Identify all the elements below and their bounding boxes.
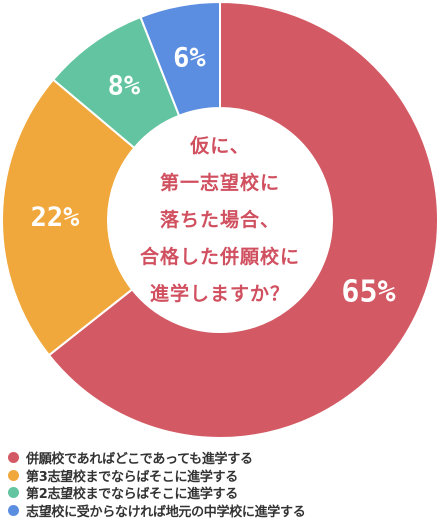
slice-value-label-3: 8% [108,70,141,101]
slice-value-label-1: 65% [341,274,395,309]
question-line-1: 仮に、 [190,134,250,157]
legend-label-3: 第2志望校までならばそこに進学する [26,487,238,503]
legend-item-3: 第2志望校までならばそこに進学する [8,484,438,502]
donut-slice-4 [139,0,221,118]
slice-value-label-2: 22% [31,202,81,233]
legend-dot-1 [8,452,19,464]
chart-legend: 併願校であればどこであっても進学する 第3志望校までならばそこに進学する 第2志… [8,449,438,520]
legend-label-4: 志望校に受からなければ地元の中学校に進学する [26,504,306,520]
legend-item-2: 第3志望校までならばそこに進学する [8,467,438,485]
donut-slice-1 [47,0,439,439]
question-line-5: 進学しますか？ [149,282,290,305]
question-line-4: 合格した併願校に [139,245,300,268]
legend-dot-3 [8,487,19,499]
slice-value-label-4: 6% [173,42,206,73]
question-line-2: 第一志望校に [159,171,280,194]
chart-center-question: 仮に、 第一志望校に 落ちた場合、 合格した併願校に 進学しますか？ [110,110,330,330]
legend-dot-2 [8,469,19,481]
donut-chart-svg: 65% 22% 8% 6% [1,0,439,439]
legend-item-4: 志望校に受からなければ地元の中学校に進学する [8,502,438,520]
donut-slice-2 [1,78,136,357]
question-line-3: 落ちた場合、 [159,208,280,231]
legend-label-2: 第3志望校までならばそこに進学する [26,469,238,485]
legend-dot-4 [8,504,19,516]
legend-item-1: 併願校であればどこであっても進学する [8,449,438,467]
legend-label-1: 併願校であればどこであっても進学する [26,452,253,468]
